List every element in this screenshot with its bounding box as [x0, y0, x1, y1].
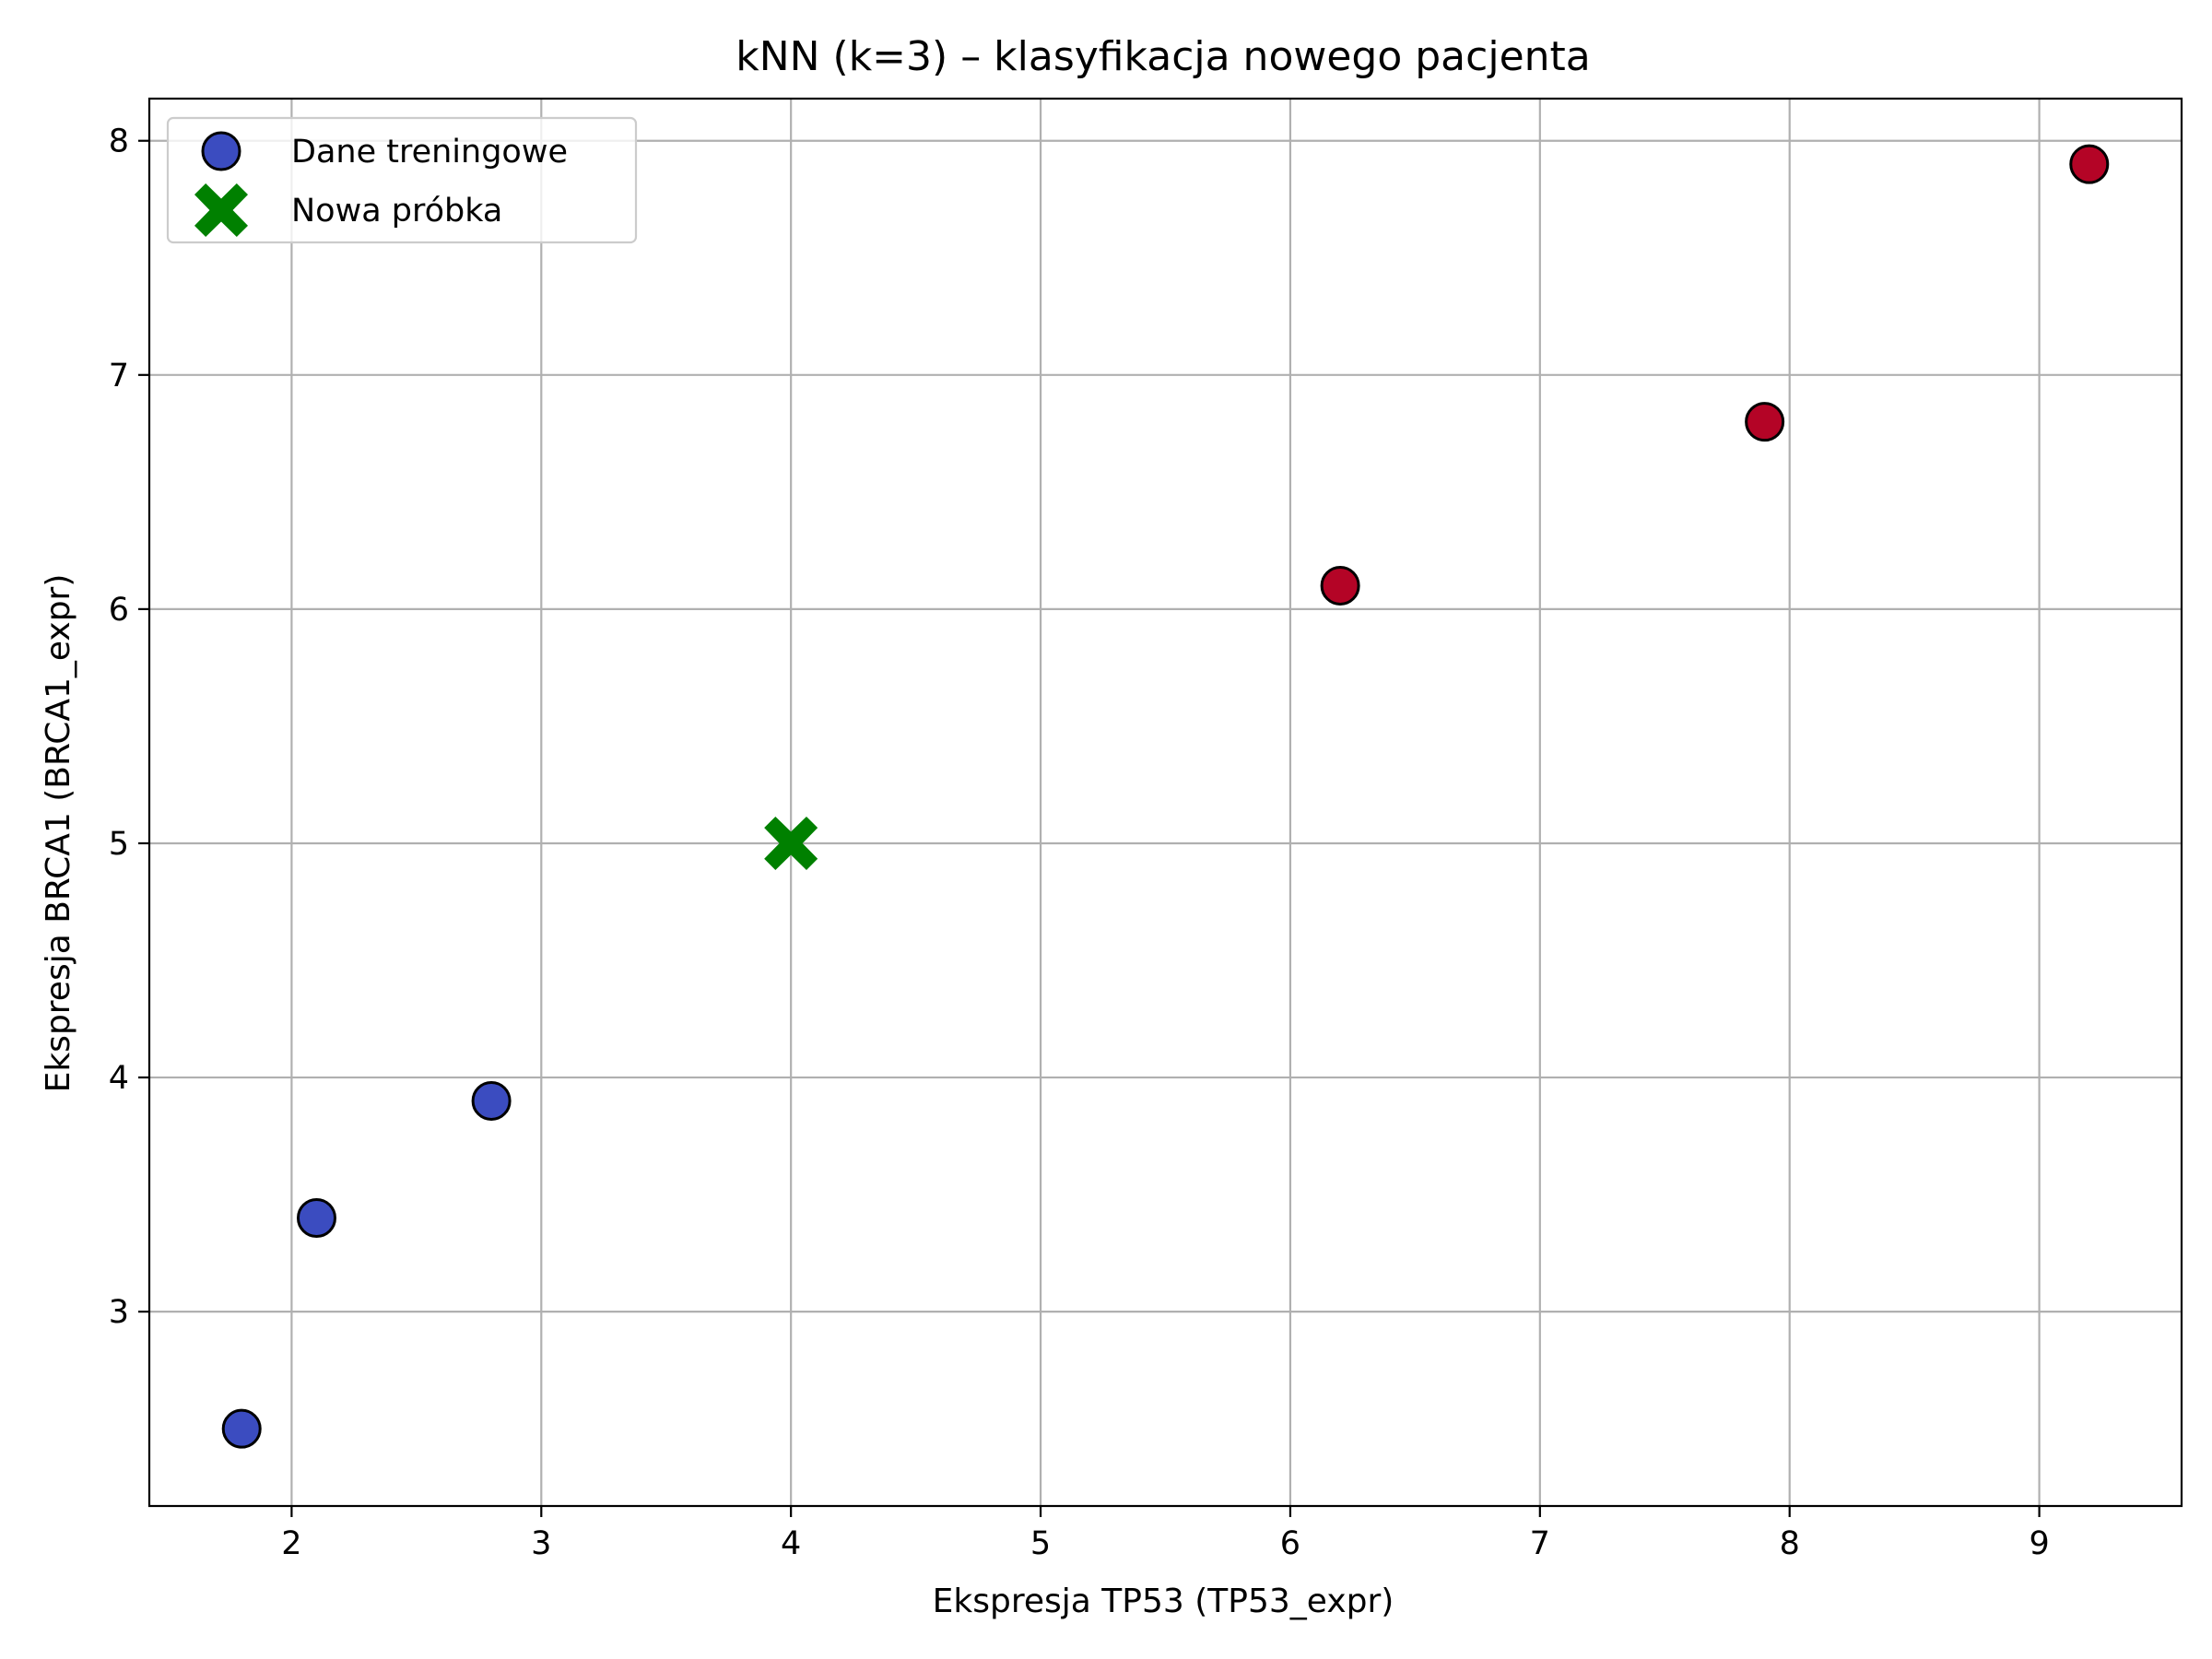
legend-swatch-training-data — [201, 131, 241, 171]
y-tick-label: 8 — [109, 124, 129, 160]
plot-frame — [147, 97, 2183, 1508]
data-points — [221, 144, 2110, 1449]
x-tick-label: 3 — [531, 1525, 551, 1562]
legend-swatch-new-sample — [194, 183, 248, 237]
x-tick-label: 6 — [1280, 1525, 1300, 1562]
x-tick-label: 5 — [1030, 1525, 1051, 1562]
legend-label: Dane treningowe — [291, 134, 568, 171]
training-data-point — [296, 1197, 336, 1238]
training-data-point — [1320, 565, 1360, 606]
legend-box — [166, 116, 638, 244]
x-tick-label: 9 — [2029, 1525, 2049, 1562]
chart-title: kNN (k=3) – klasyfikacja nowego pacjenta — [735, 33, 1591, 80]
y-tick-label: 6 — [109, 592, 129, 629]
x-tick-label: 4 — [781, 1525, 801, 1562]
training-data-point — [1745, 402, 1785, 442]
grid — [149, 99, 2182, 1506]
legend-label: Nowa próbka — [291, 193, 502, 229]
training-data-point — [471, 1080, 512, 1121]
y-tick-label: 7 — [109, 358, 129, 394]
x-tick-label: 7 — [1530, 1525, 1550, 1562]
y-tick-label: 3 — [109, 1294, 129, 1331]
training-data-point — [2069, 144, 2110, 184]
legend: Dane treningowe Nowa próbka — [166, 116, 638, 244]
y-tick-label: 4 — [109, 1060, 129, 1097]
x-tick-label: 2 — [281, 1525, 301, 1562]
y-axis-label: Ekspresja BRCA1 (BRCA1_expr) — [40, 574, 77, 1093]
new-sample-marker — [764, 816, 818, 870]
axis-ticks: 2 3 4 5 6 7 8 9 3 4 5 6 7 8 — [109, 124, 2050, 1562]
x-tick-label: 8 — [1780, 1525, 1800, 1562]
x-axis-label: Ekspresja TP53 (TP53_expr) — [933, 1583, 1394, 1620]
training-data-point — [221, 1408, 262, 1449]
y-tick-label: 5 — [109, 826, 129, 863]
